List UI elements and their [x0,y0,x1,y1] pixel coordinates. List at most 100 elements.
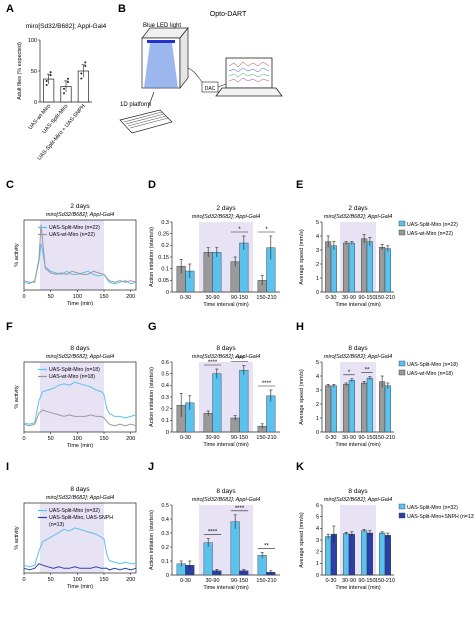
chart-j-x-tick-label: 90-150 [231,578,248,584]
chart-g-x-tick-label: 90-150 [231,435,248,441]
chart-a-point [49,74,52,77]
chart-j-y-label: Action initiation (starts/s) [149,510,155,570]
platform-tubes-icon [123,111,169,129]
chart-k-title: 8 days [348,488,368,495]
chart-j-subtitle: miro[Sd32/B682]; Appl-Gal4 [192,497,260,503]
chart-k-bar [343,533,350,576]
chart-h-y-tick-label: 3 [316,388,319,394]
chart-k-legend-label: UAS-Split-Miro+SNPH (n=13) [407,514,474,520]
light-cone-icon [144,43,178,88]
chart-k-x-tick-label: 90-150 [358,578,375,584]
chart-g-sig-label: **** [262,381,272,387]
panel-letter-k: K [296,461,304,473]
chart-a-point [67,81,69,84]
chart-c-x-tick-label: 0 [22,294,25,300]
chart-c-legend-label: UAS-wt-Miro (n=22) [49,232,95,238]
chart-g-x-label: Time interval (min) [203,442,248,448]
chart-d: 0 0.05 0.1 0.15 0.2 0.25 0.3 Action initiation … [149,205,280,308]
chart-e-y-tick-label: 4 [316,234,319,240]
chart-d-x-tick-label: 0-30 [180,295,191,301]
chart-f-light-period [40,362,104,432]
chart-k-y-label: Average speed (mm/s) [299,512,305,568]
chart-h-title: 8 days [348,345,368,352]
chart-i-x-tick-label: 50 [48,577,54,583]
panel-letter-i: I [6,461,9,473]
chart-j-sig-label: **** [235,506,245,512]
chart-h-x-tick-label: 30-90 [342,435,356,441]
chart-f-x-tick-label: 150 [99,436,108,442]
chart-e-legend-label: UAS-wt-Miro (n=22) [407,231,453,237]
chart-h-y-tick-label: 1 [316,416,319,422]
chart-j-x-tick-label: 0-30 [180,578,191,584]
panel-b-title: Opto-DART [210,11,247,18]
chart-a-point [45,84,48,87]
chart-g-bar [239,369,249,433]
chart-a-point [84,61,87,64]
chart-f-series-line-1 [23,409,137,427]
chart-d-y-label: Action initiation (starts/s) [149,227,155,287]
chart-i-x-tick-label: 200 [126,577,135,583]
chart-h-x-tick-label: 150-210 [375,435,395,441]
chart-i-x-tick-label: 150 [99,577,108,583]
chart-j-y-tick-label: 0.4 [161,517,169,523]
chart-h-bar [384,385,391,433]
chart-g-y-tick-label: 0.4 [161,383,169,389]
chart-i-legend-label: (n=13) [49,522,64,528]
chart-e-bar [325,241,332,293]
chart-k-bar [325,536,332,576]
chart-h-sig-label: ** [365,368,370,374]
laptop-traces-icon [228,61,270,83]
chart-d-y-tick-label: 0 [166,290,169,296]
chart-f-subtitle: miro[Sd32/B682]; Appl-Gal4 [46,354,114,360]
chart-k-x-tick-label: 150-210 [375,578,395,584]
panel-letter-g: G [148,321,157,333]
blue-led-light-icon [147,40,175,43]
chart-h-bar [330,385,337,433]
blue-led-light-label: Blue LED light [143,23,181,29]
chart-j: 0 0.1 0.2 0.3 0.4 0.5 Action initiation (start… [149,488,280,591]
chart-j-y-tick-label: 0.5 [161,503,169,509]
chart-g-y-tick-label: 0.3 [161,395,169,401]
chart-k-y-tick-label: 1 [316,561,319,567]
panel-letter-e: E [296,179,303,191]
chart-h-y-label: Average speed (mm/s) [299,369,305,425]
chart-d-y-tick-label: 0.1 [161,266,169,272]
chart-j-title: 8 days [216,488,236,495]
chart-d-sig-label: * [238,227,241,233]
chart-e-legend-swatch [398,229,406,236]
chart-f-x-tick-label: 50 [48,436,54,442]
chart-d-y-tick-label: 0.25 [158,231,169,237]
chart-h: 0 1 2 3 4 5 Average speed (mm/s) 8 days miro[Sd3… [299,345,458,448]
platform-label: 1D platform [120,102,151,108]
chart-h-legend-label: UAS-wt-Miro (n=18) [407,371,453,377]
chart-f-legend-label: UAS-Split-Miro (n=18) [49,367,100,373]
chart-g-bar [212,373,222,433]
chart-h-subtitle: miro[Sd32/B682]; Appl-Gal4 [324,354,392,360]
panel-letter-c: C [6,179,14,191]
chart-d-y-tick-label: 0.15 [158,255,169,261]
chart-c-series-line-0 [23,243,137,285]
chart-e-bar [384,248,391,293]
chart-a-title: miro[Sd32/B682]; Appl-Gal4 [26,23,107,30]
chart-e-bar [361,238,368,293]
chart-c-x-label: Time (min) [67,301,93,307]
chart-k-y-tick-label: 4 [316,526,319,532]
chart-d-title: 2 days [216,205,236,212]
chart-c-x-tick-label: 200 [126,294,135,300]
panel-letter-b: B [118,3,126,15]
chart-c-legend-label: UAS-Split-Miro (n=22) [49,225,100,231]
chart-a-y-tick-label: 50 [31,69,37,75]
chart-j-sig-label: **** [208,530,218,536]
chart-d-bar [212,252,222,293]
laptop-base-icon [215,87,283,97]
chart-k-legend-swatch [398,503,406,510]
chart-k-y-tick-label: 3 [316,538,319,544]
chart-a-point [80,72,83,75]
chart-g-y-tick-label: 0.1 [161,418,169,424]
chart-d-x-tick-label: 30-90 [205,295,219,301]
chart-d-y-tick-label: 0.05 [158,278,169,284]
chart-g-subtitle: miro[Sd32/B682]; Appl-Gal4 [192,354,260,360]
chart-h-legend-swatch [398,360,406,367]
chart-g-bar [203,413,213,433]
chart-i-x-label: Time (min) [67,584,93,590]
